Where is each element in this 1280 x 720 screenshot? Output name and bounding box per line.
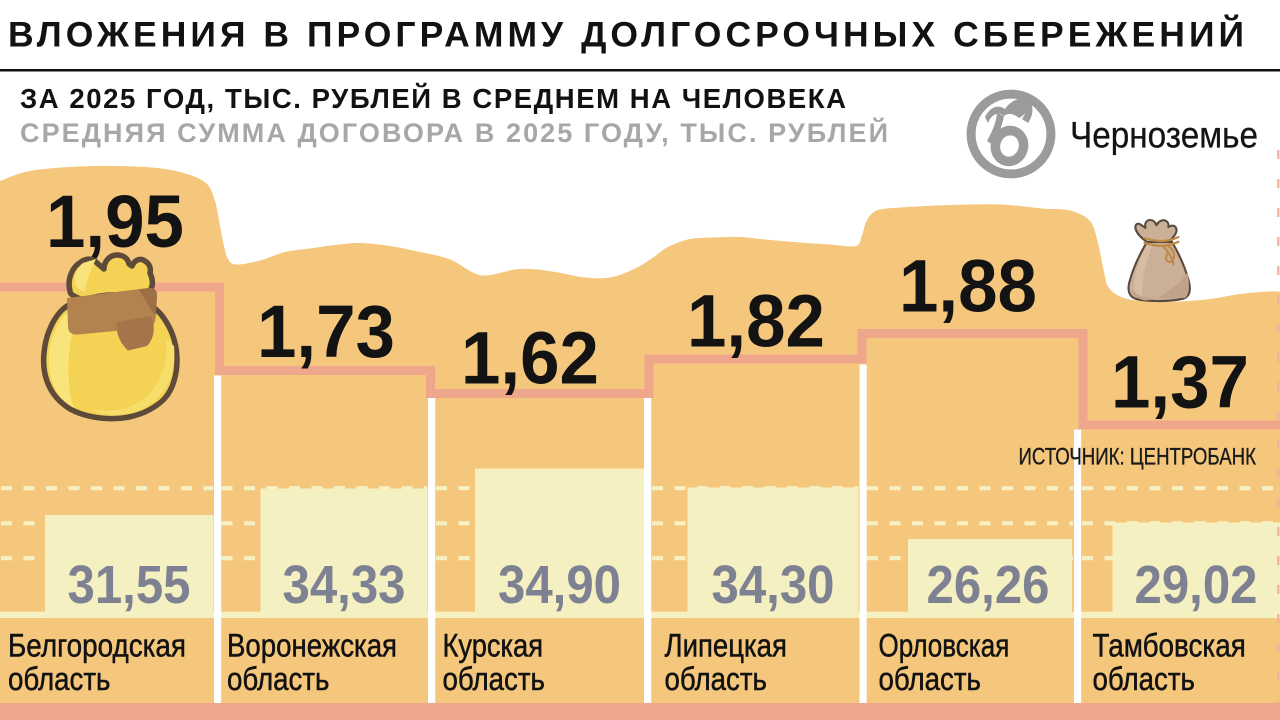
svg-text:Тамбовская: Тамбовская bbox=[1093, 628, 1246, 664]
svg-text:ЗА 2025 ГОД, ТЫС. РУБЛЕЙ В СРЕ: ЗА 2025 ГОД, ТЫС. РУБЛЕЙ В СРЕДНЕМ НА ЧЕ… bbox=[20, 83, 846, 114]
svg-text:1,73: 1,73 bbox=[257, 290, 395, 373]
svg-text:31,55: 31,55 bbox=[68, 555, 191, 615]
svg-text:1,62: 1,62 bbox=[461, 317, 599, 400]
svg-text:Воронежская: Воронежская bbox=[227, 628, 397, 664]
svg-text:Курская: Курская bbox=[443, 628, 544, 664]
svg-text:34,30: 34,30 bbox=[712, 555, 835, 615]
svg-text:1,88: 1,88 bbox=[899, 245, 1037, 328]
svg-text:26,26: 26,26 bbox=[927, 555, 1050, 615]
svg-text:Орловская: Орловская bbox=[879, 628, 1010, 664]
svg-text:29,02: 29,02 bbox=[1135, 555, 1258, 615]
svg-text:1,82: 1,82 bbox=[687, 280, 825, 363]
svg-text:1,95: 1,95 bbox=[46, 180, 184, 263]
svg-text:Белгородская: Белгородская bbox=[8, 628, 186, 664]
svg-text:34,90: 34,90 bbox=[498, 555, 621, 615]
svg-text:Липецкая: Липецкая bbox=[665, 628, 787, 664]
svg-text:область: область bbox=[227, 661, 329, 697]
svg-text:область: область bbox=[879, 661, 981, 697]
svg-text:34,33: 34,33 bbox=[283, 555, 406, 615]
svg-text:Черноземье: Черноземье bbox=[1070, 114, 1258, 156]
svg-text:область: область bbox=[1093, 661, 1195, 697]
svg-text:ИСТОЧНИК: ЦЕНТРОБАНК: ИСТОЧНИК: ЦЕНТРОБАНК bbox=[1019, 444, 1257, 471]
svg-text:СРЕДНЯЯ СУММА ДОГОВОРА В 2025: СРЕДНЯЯ СУММА ДОГОВОРА В 2025 ГОДУ, ТЫС.… bbox=[20, 117, 888, 148]
svg-text:ВЛОЖЕНИЯ В ПРОГРАММУ ДОЛГОСРОЧ: ВЛОЖЕНИЯ В ПРОГРАММУ ДОЛГОСРОЧНЫХ СБЕРЕЖ… bbox=[8, 15, 1244, 55]
svg-text:область: область bbox=[8, 661, 110, 697]
svg-text:область: область bbox=[443, 661, 545, 697]
svg-text:1,37: 1,37 bbox=[1111, 341, 1249, 424]
svg-text:область: область bbox=[665, 661, 767, 697]
